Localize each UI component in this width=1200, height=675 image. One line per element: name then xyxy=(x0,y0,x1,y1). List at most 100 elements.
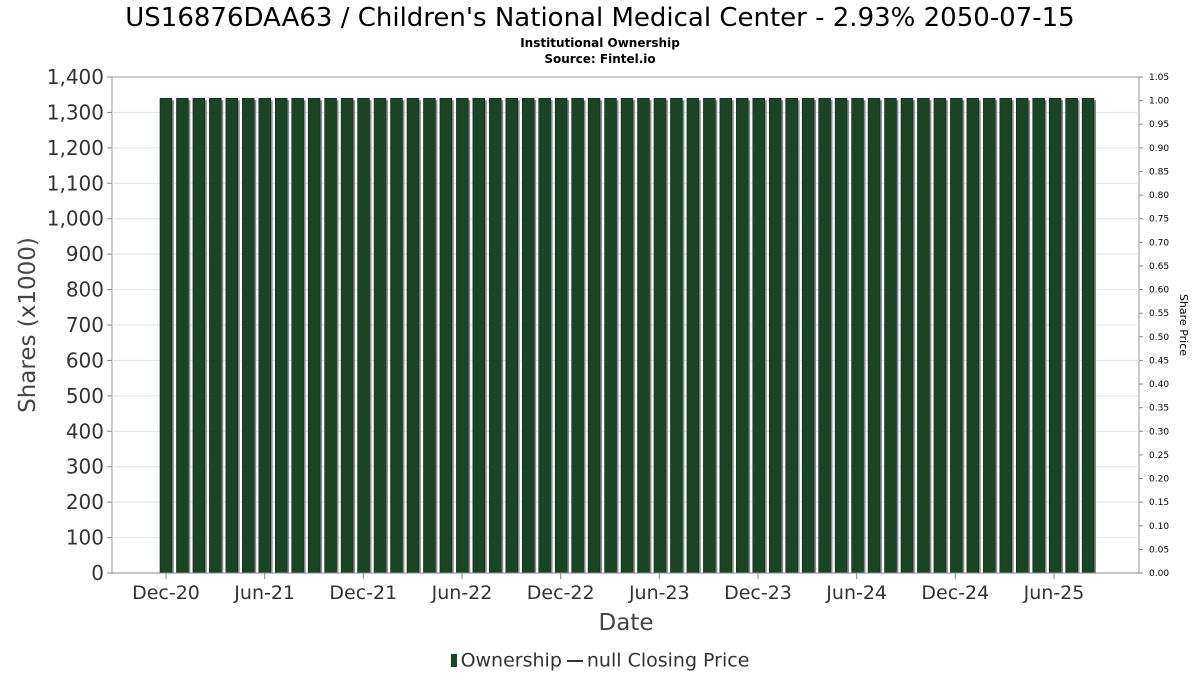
y-tick-label: 600 xyxy=(66,348,104,372)
legend-ownership-swatch xyxy=(450,654,457,667)
ownership-bar xyxy=(439,97,453,574)
y2-tick-label: 1.05 xyxy=(1149,73,1169,83)
y2-tick-label: 0.95 xyxy=(1149,120,1169,130)
y-tick-label: 500 xyxy=(66,384,104,408)
y-tick-label: 900 xyxy=(66,242,104,266)
ownership-bar xyxy=(340,97,354,574)
ownership-bar xyxy=(719,97,733,574)
ownership-bar xyxy=(983,97,996,574)
y-tick-label: 1,100 xyxy=(47,171,104,195)
ownership-bar xyxy=(884,97,897,574)
y2-tick-label: 0.70 xyxy=(1149,238,1169,248)
x-tick-label: Jun-24 xyxy=(825,582,887,604)
ownership-bar xyxy=(209,97,222,574)
axes: 0 100 200 300 400 500 600 700 800 900 1,000 1,100 1,… xyxy=(47,65,1170,604)
y2-tick-label: 0.35 xyxy=(1149,404,1169,414)
y2-tick-label: 0.60 xyxy=(1149,286,1169,296)
ownership-bar xyxy=(571,97,584,574)
y-tick-label: 300 xyxy=(66,455,104,479)
legend: Ownership null Closing Price xyxy=(0,648,1200,673)
bars xyxy=(159,97,1096,574)
ownership-bar xyxy=(291,97,304,574)
ownership-bar xyxy=(225,97,239,574)
ownership-bar xyxy=(785,97,798,574)
y2-tick-label: 0.30 xyxy=(1149,427,1169,437)
chart-subtitle: Institutional Ownership xyxy=(520,36,680,50)
y2-tick-label: 0.50 xyxy=(1149,333,1169,343)
y-tick-label: 200 xyxy=(66,490,104,514)
ownership-bar xyxy=(604,97,617,574)
y-tick-label: 1,300 xyxy=(47,100,104,124)
y-tick-label: 1,200 xyxy=(47,136,104,160)
y2-tick-label: 0.75 xyxy=(1149,215,1169,225)
legend-price-label: null Closing Price xyxy=(586,649,750,672)
ownership-bar xyxy=(801,97,815,574)
ownership-bar xyxy=(159,97,173,574)
y2-tick-label: 0.80 xyxy=(1149,191,1169,201)
ownership-bar xyxy=(950,97,963,574)
y2-tick-label: 0.20 xyxy=(1149,475,1169,485)
y2-tick-label: 0.25 xyxy=(1149,451,1169,461)
ownership-bar xyxy=(933,97,947,574)
chart-source: Source: Fintel.io xyxy=(544,52,656,66)
x-tick-label: Dec-20 xyxy=(132,582,200,604)
y2-tick-label: 0.55 xyxy=(1149,309,1169,319)
x-tick-label: Dec-21 xyxy=(329,582,397,604)
y-tick-label: 100 xyxy=(66,526,104,550)
ownership-bar xyxy=(505,97,518,574)
ownership-bar xyxy=(357,97,370,574)
ownership-bar xyxy=(423,97,436,574)
x-tick-label: Jun-25 xyxy=(1023,582,1085,604)
ownership-bar xyxy=(1065,97,1078,574)
ownership-bar xyxy=(1081,97,1095,574)
x-tick-label: Jun-22 xyxy=(431,582,493,604)
ownership-bar xyxy=(637,97,650,574)
y-tick-label: 0 xyxy=(91,561,104,585)
y2-tick-label: 1.00 xyxy=(1149,97,1169,107)
x-tick-label: Jun-23 xyxy=(628,582,690,604)
ownership-bar xyxy=(390,97,403,574)
y2-tick-label: 0.45 xyxy=(1149,356,1169,366)
y2-tick-label: 0.00 xyxy=(1149,569,1169,579)
x-tick-label: Jun-21 xyxy=(233,582,295,604)
ownership-bar xyxy=(917,97,930,574)
y-tick-label: 400 xyxy=(66,419,104,443)
ownership-bar xyxy=(242,97,255,574)
y-tick-label: 1,400 xyxy=(47,65,104,89)
y2-axis-label: Share Price xyxy=(1177,294,1190,356)
ownership-bar xyxy=(834,97,848,574)
y2-tick-label: 0.40 xyxy=(1149,380,1169,390)
ownership-bar xyxy=(176,97,189,574)
ownership-bar xyxy=(670,97,683,574)
ownership-bar xyxy=(1048,97,1062,574)
chart-title: US16876DAA63 / Children's National Medic… xyxy=(125,3,1075,33)
y2-tick-label: 0.10 xyxy=(1149,522,1169,532)
ownership-bar xyxy=(554,97,568,574)
y2-tick-label: 0.90 xyxy=(1149,144,1169,154)
ownership-bar xyxy=(472,97,486,574)
ownership-bar xyxy=(307,97,321,574)
ownership-bar xyxy=(620,97,634,574)
ownership-bar xyxy=(489,97,502,574)
ownership-bar xyxy=(818,97,831,574)
ownership-bar xyxy=(703,97,716,574)
legend-price-swatch xyxy=(566,659,583,662)
ownership-bar xyxy=(752,97,765,574)
ownership-bar xyxy=(538,97,551,574)
legend-ownership-label: Ownership xyxy=(460,649,562,672)
ownership-bar xyxy=(966,97,980,574)
ownership-bar xyxy=(999,97,1012,574)
y-axis-label: Shares (x1000) xyxy=(15,237,41,413)
x-tick-label: Dec-24 xyxy=(921,582,989,604)
ownership-bar xyxy=(373,97,387,574)
ownership-bar xyxy=(867,97,881,574)
ownership-bar xyxy=(736,97,749,574)
ownership-bar xyxy=(851,97,864,574)
y2-tick-label: 0.05 xyxy=(1149,545,1169,555)
ownership-bar xyxy=(587,97,601,574)
ownership-bar xyxy=(456,97,469,574)
y-tick-label: 800 xyxy=(66,278,104,302)
ownership-bar xyxy=(324,97,337,574)
ownership-bar xyxy=(1032,97,1045,574)
